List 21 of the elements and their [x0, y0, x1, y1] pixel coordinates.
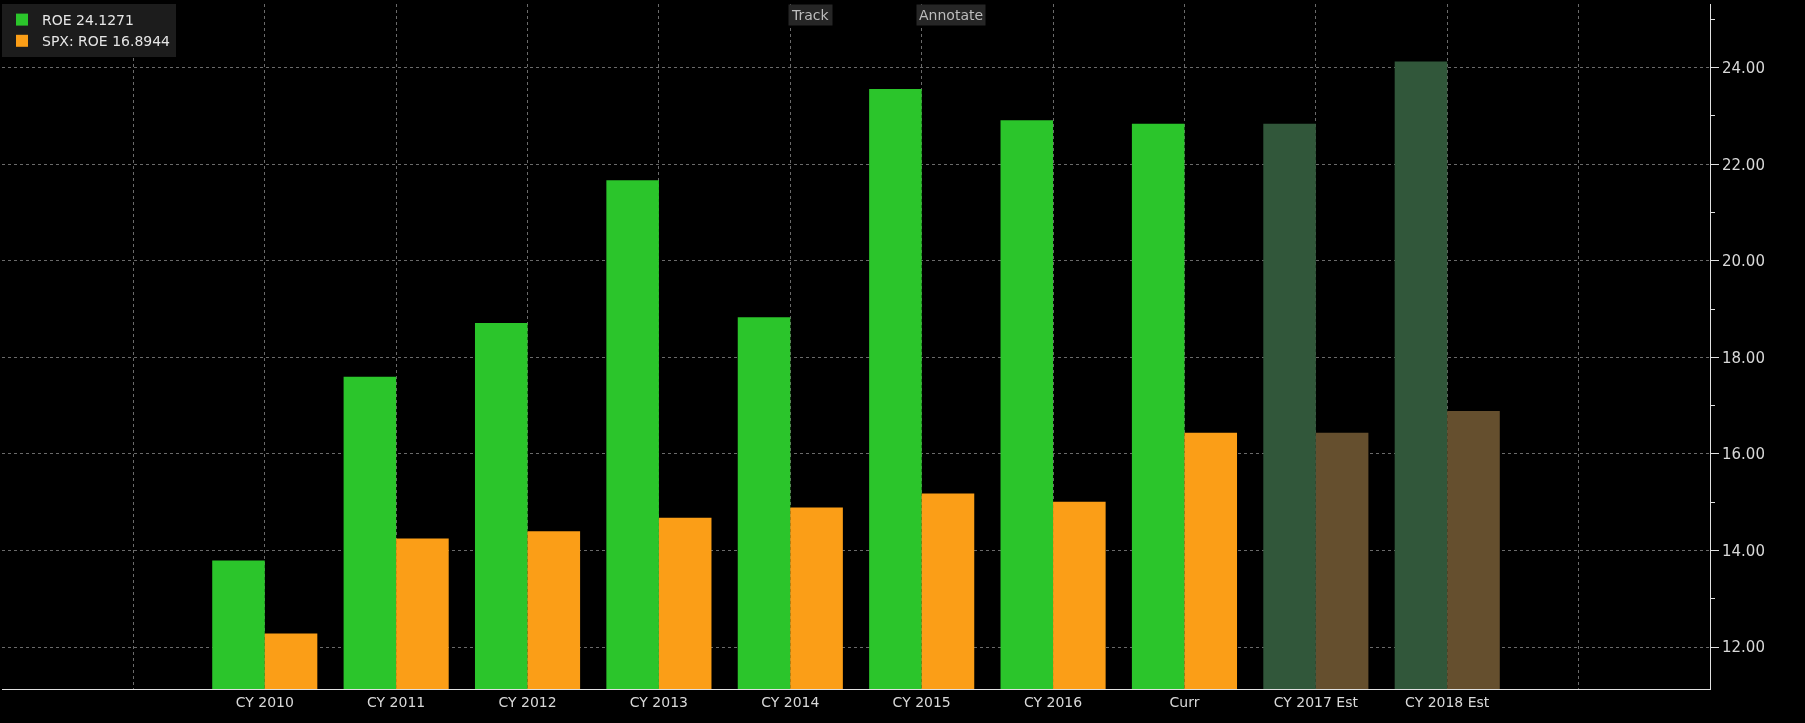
legend-label: SPX: ROE 16.8944 [42, 33, 171, 50]
x-tick-label: CY 2013 [629, 693, 689, 710]
y-tick-label: 18.00 [1722, 348, 1765, 367]
x-tick-label: CY 2011 [367, 693, 426, 710]
y-tick-label: 24.00 [1722, 58, 1765, 77]
x-tick-label: CY 2012 [498, 693, 557, 710]
x-tick-label: CY 2018 Est [1405, 693, 1490, 710]
y-tick-label: 22.00 [1722, 155, 1765, 174]
x-tick-label: CY 2017 Est [1273, 693, 1359, 710]
annotation: Annotate [919, 7, 984, 23]
y-tick-label: 14.00 [1722, 541, 1765, 560]
x-tick-label: CY 2015 [892, 693, 951, 710]
x-tick-label: CY 2010 [235, 693, 294, 710]
x-tick-label: CY 2016 [1023, 693, 1083, 710]
annotation: Track [791, 7, 830, 23]
y-tick-label: 16.00 [1722, 445, 1765, 464]
x-tick-label: Curr [1169, 693, 1200, 710]
x-tick-label: CY 2014 [761, 693, 820, 710]
y-tick-label: 20.00 [1722, 252, 1765, 271]
y-tick-label: 12.00 [1722, 638, 1765, 657]
legend-label: ROE 24.1271 [42, 12, 134, 29]
